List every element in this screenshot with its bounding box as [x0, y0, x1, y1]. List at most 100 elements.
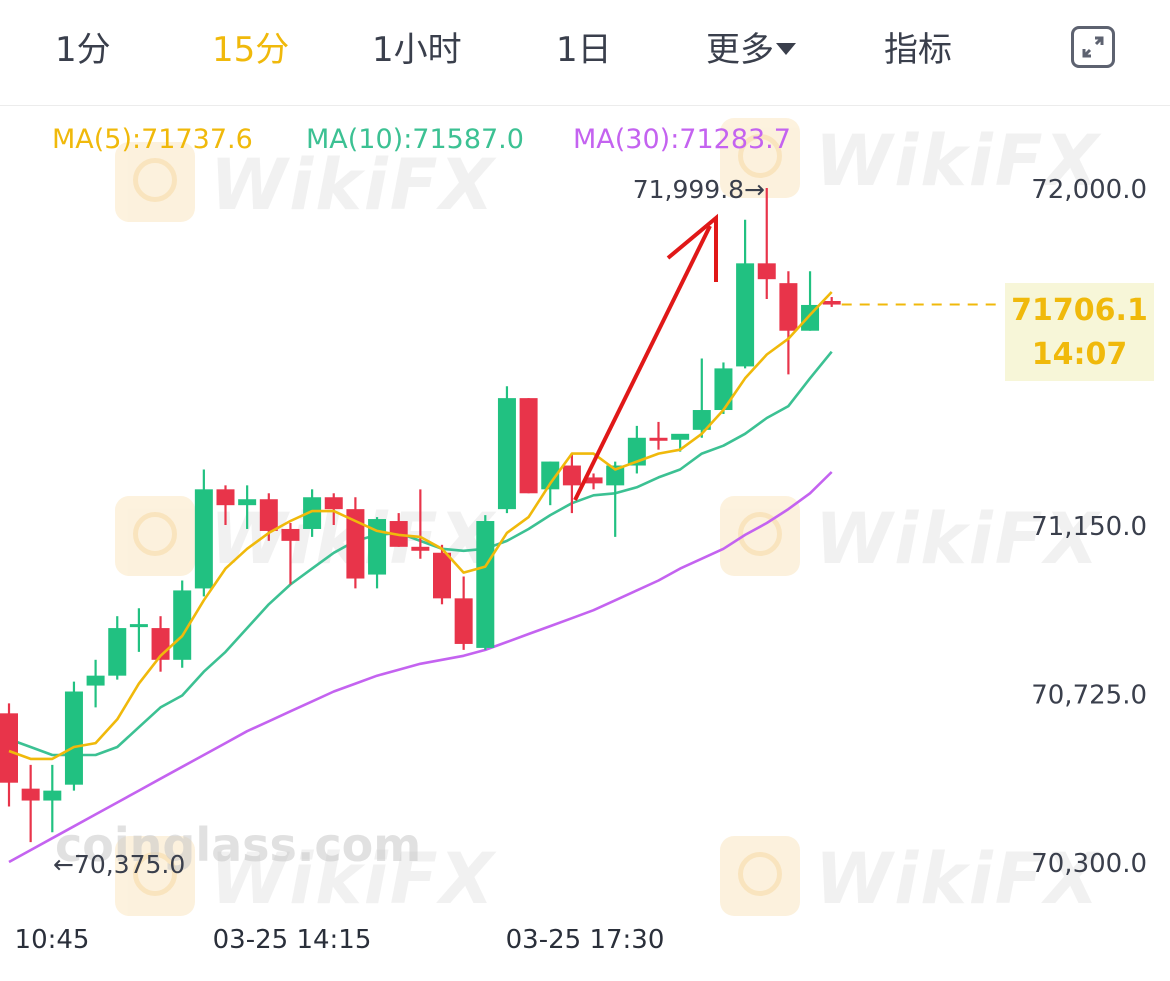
expand-icon [1082, 36, 1104, 58]
x-tick-label: 03-25 14:15 [213, 925, 372, 955]
candle [129, 608, 148, 652]
candle-body [303, 497, 322, 529]
tab-15min[interactable]: 15分 [212, 30, 290, 70]
candle-body [43, 790, 62, 801]
candle-body [822, 300, 841, 305]
candles [0, 188, 841, 843]
candle-body [584, 477, 603, 484]
coinglass-watermark: coinglass.com [55, 818, 422, 872]
candle [779, 271, 798, 375]
candle-body [238, 499, 257, 506]
wikifx-logo-icon [115, 836, 195, 916]
interval-tabs: 1分 15分 1小时 1日 更多 指标 [0, 0, 1170, 100]
tab-1hour[interactable]: 1小时 [372, 30, 462, 70]
tab-1day[interactable]: 1日 [556, 30, 612, 70]
tab-indicators[interactable]: 指标 [884, 30, 952, 70]
x-tick-label: 10:45 [15, 925, 90, 955]
wikifx-logo-icon [115, 142, 195, 222]
ma30-line [8, 471, 833, 864]
tab-more[interactable]: 更多 [706, 22, 796, 71]
max-price-label: 71,999.8→ [633, 175, 765, 204]
y-tick-label: 71,150.0 [1031, 512, 1147, 542]
current-price: 71706.1 [1011, 293, 1148, 328]
candle [43, 764, 62, 833]
chevron-down-icon [776, 43, 796, 55]
candle-body [411, 546, 430, 551]
candle-body [692, 410, 711, 430]
wikifx-logo-icon [720, 118, 800, 198]
candle-body [519, 398, 538, 494]
candle-body [259, 499, 278, 531]
candle-body [129, 624, 148, 628]
candle [86, 659, 105, 708]
ma10-legend: MA(10):71587.0 [306, 124, 524, 155]
wikifx-watermark: WikiFX [720, 836, 1099, 924]
x-tick-label: 03-25 17:30 [506, 925, 665, 955]
candle-body [64, 691, 83, 785]
current-time: 14:07 [1031, 337, 1128, 372]
candle [389, 513, 408, 547]
candle-body [779, 283, 798, 331]
wikifx-logo-icon [115, 496, 195, 576]
candle-body [86, 675, 105, 686]
wikifx-watermark: WikiFX [720, 118, 1099, 206]
axes: 72,000.071,575.071,150.070,725.070,300.0… [15, 175, 1147, 955]
trend-arrow-icon [573, 225, 712, 501]
tab-more-label: 更多 [706, 30, 774, 70]
y-tick-label: 70,725.0 [1031, 681, 1147, 711]
candle-body [173, 590, 192, 660]
candle [216, 485, 235, 525]
candle [433, 544, 451, 605]
candle [64, 681, 83, 791]
tabs-divider [0, 105, 1170, 106]
candle-body [714, 368, 733, 411]
candle-body [497, 398, 516, 510]
wikifx-logo-icon [720, 836, 800, 916]
candle [0, 703, 18, 807]
candle [454, 576, 473, 650]
candle-body [433, 552, 451, 599]
candle-body [736, 263, 755, 367]
candle [324, 493, 343, 525]
ma30-series [8, 471, 833, 864]
candle [173, 580, 192, 668]
candle [627, 425, 646, 474]
candle-body [108, 628, 127, 676]
candle [736, 219, 755, 369]
candle-body [281, 528, 300, 541]
candle [238, 485, 257, 529]
candle-body [0, 713, 18, 783]
candle-body [346, 509, 365, 579]
candle [497, 386, 516, 514]
y-tick-label: 72,000.0 [1031, 175, 1147, 205]
candle-body [649, 437, 668, 441]
current-price-tag: 71706.1 14:07 [1005, 283, 1154, 381]
fullscreen-button[interactable] [1071, 26, 1115, 68]
candle [519, 398, 538, 494]
candle [649, 421, 668, 450]
tab-1min[interactable]: 1分 [55, 30, 111, 70]
ma5-line [8, 291, 833, 761]
candle-body [324, 497, 343, 510]
candle [281, 523, 300, 585]
candle [346, 497, 365, 589]
candle [562, 453, 581, 514]
candle-body [757, 263, 776, 280]
candle-body [671, 433, 690, 440]
ma5-series [8, 291, 833, 761]
candle-body [476, 521, 495, 648]
candle [606, 461, 625, 537]
candle [411, 489, 430, 559]
trend-arrowhead-icon [666, 213, 718, 282]
candle [21, 764, 40, 843]
candle [822, 297, 841, 307]
candle [194, 469, 213, 597]
ma30-legend: MA(30):71283.7 [573, 124, 791, 155]
candle [108, 616, 127, 680]
candle [476, 515, 495, 650]
wikifx-watermark: WikiFX [115, 142, 494, 230]
candle-body [541, 461, 560, 490]
candle-body [562, 465, 581, 486]
candle [757, 188, 776, 300]
